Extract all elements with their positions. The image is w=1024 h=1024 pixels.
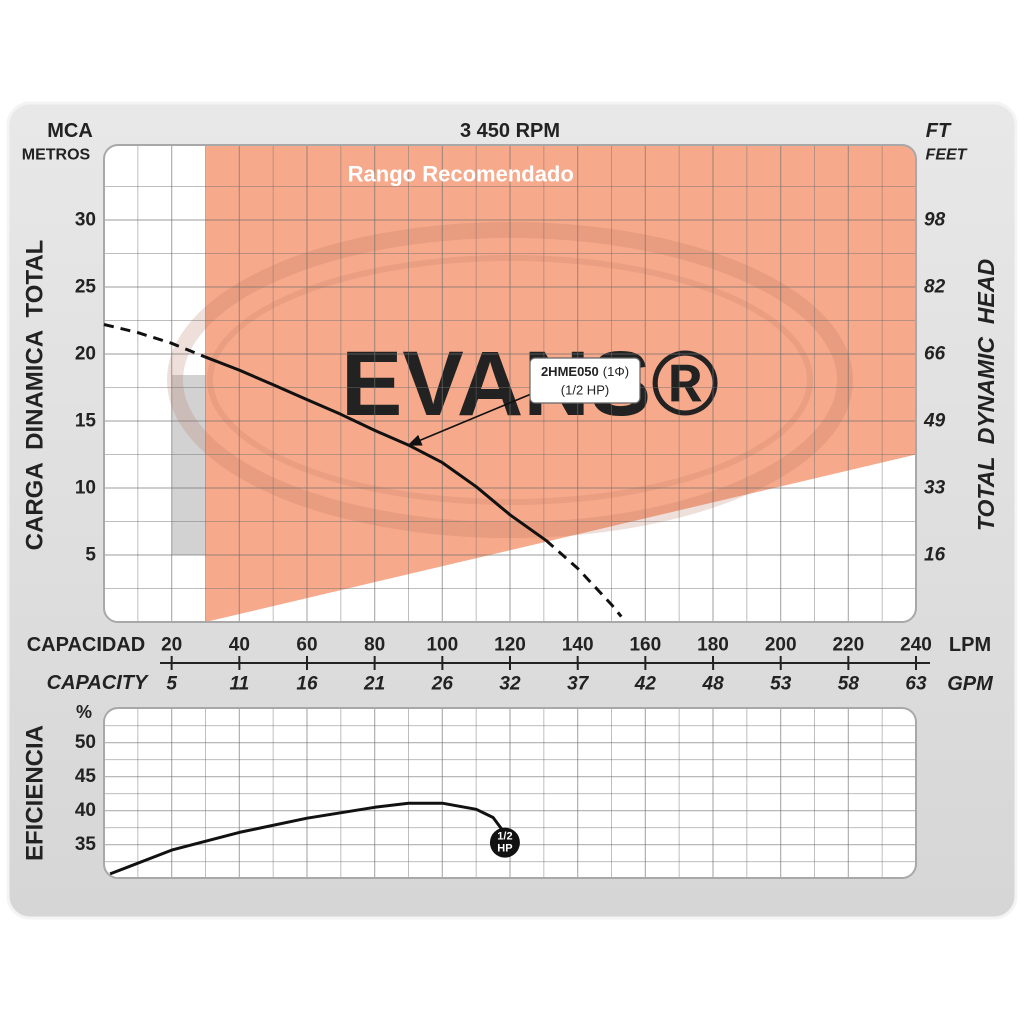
y2-unit: FT xyxy=(926,120,952,142)
y2-tick-label: 16 xyxy=(924,545,946,566)
plot-frame xyxy=(103,144,917,623)
marker-label: 1/2 xyxy=(497,831,512,843)
x-unit: LPM xyxy=(949,634,991,656)
x-tick-label: 240 xyxy=(900,635,932,656)
marker-label: HP xyxy=(497,843,512,855)
x-tick-label: 200 xyxy=(765,635,797,656)
y-tick-label: 45 xyxy=(75,766,97,787)
chart-title: 3 450 RPM xyxy=(460,120,560,142)
x-tick-label: 80 xyxy=(364,635,385,656)
annotation-box xyxy=(529,357,641,404)
x-tick-label: 60 xyxy=(296,635,317,656)
y-tick-label: 35 xyxy=(75,834,97,855)
x-tick-label: 20 xyxy=(161,635,182,656)
plot-frame xyxy=(103,707,917,879)
annotation-text: 2HME050 (1Φ) xyxy=(541,364,629,379)
logo-shadow xyxy=(172,375,206,555)
x2-tick-label: 58 xyxy=(838,674,860,695)
y-tick-label: 40 xyxy=(75,800,96,821)
x-tick-label: 140 xyxy=(562,635,594,656)
x2-tick-label: 37 xyxy=(567,674,590,695)
y2-tick-label: 66 xyxy=(924,344,946,365)
x2-tick-label: 21 xyxy=(363,674,385,695)
y2-axis-title: TOTAL DYNAMIC HEAD xyxy=(973,259,999,531)
power-marker xyxy=(489,827,520,858)
annotation-text: (1/2 HP) xyxy=(561,383,609,398)
curve xyxy=(544,539,623,618)
x2-tick-label: 26 xyxy=(431,674,454,695)
y-axis-title: CARGA DINAMICA TOTAL xyxy=(22,240,49,551)
curve xyxy=(109,801,507,876)
y2-tick-label: 98 xyxy=(924,210,946,231)
y2-tick-label: 49 xyxy=(923,411,946,432)
y-tick-label: 30 xyxy=(75,210,96,231)
efficiency-unit: % xyxy=(76,702,92,722)
y-tick-label: 5 xyxy=(85,545,96,566)
x2-unit: GPM xyxy=(947,673,994,695)
x2-axis-title: CAPACITY xyxy=(47,672,149,694)
y-tick-label: 20 xyxy=(75,344,96,365)
curve xyxy=(103,323,206,359)
efficiency-plot xyxy=(104,708,916,878)
x-axis-title: CAPACIDAD xyxy=(27,634,146,656)
x2-tick-label: 53 xyxy=(770,674,792,695)
x2-tick-label: 42 xyxy=(634,674,657,695)
x-tick-label: 120 xyxy=(494,635,526,656)
x2-tick-label: 5 xyxy=(166,674,177,695)
model-name: 2HME050 xyxy=(541,364,599,379)
x-tick-label: 160 xyxy=(629,635,661,656)
x2-tick-label: 48 xyxy=(702,674,725,695)
annotation-arrow xyxy=(407,391,537,446)
x-tick-label: 100 xyxy=(426,635,458,656)
x2-tick-label: 11 xyxy=(230,674,250,695)
x-tick-label: 40 xyxy=(229,635,250,656)
y-unit: MCA xyxy=(47,120,93,142)
y2-unit-sub: FEET xyxy=(926,147,968,164)
y-tick-label: 15 xyxy=(75,411,97,432)
x-tick-label: 180 xyxy=(697,635,729,656)
x2-tick-label: 63 xyxy=(905,674,927,695)
curve xyxy=(203,355,547,542)
x2-tick-label: 32 xyxy=(499,674,521,695)
range-label: Rango Recomendado xyxy=(348,162,574,187)
x-tick-label: 220 xyxy=(832,635,864,656)
y-unit-sub: METROS xyxy=(22,147,91,164)
x2-tick-label: 16 xyxy=(296,674,318,695)
y-tick-label: 25 xyxy=(75,277,97,298)
phase: (1Φ) xyxy=(603,364,629,379)
y2-tick-label: 82 xyxy=(924,277,946,298)
y-tick-label: 10 xyxy=(75,478,96,499)
overlay: Rango Recomendado 2HME050 (1Φ) (1/2 HP) 1/2H… xyxy=(75,162,946,876)
efficiency-axis-title: EFICIENCIA xyxy=(22,725,49,861)
y-tick-label: 50 xyxy=(75,732,96,753)
y2-tick-label: 33 xyxy=(924,478,946,499)
